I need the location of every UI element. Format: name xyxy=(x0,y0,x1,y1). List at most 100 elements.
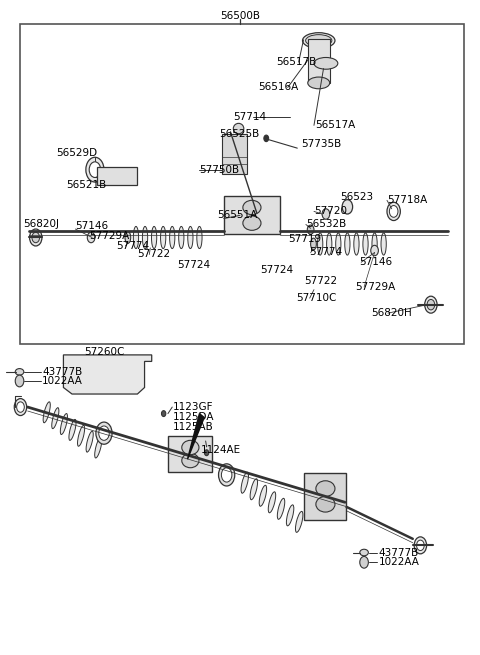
Text: 57750B: 57750B xyxy=(199,164,240,175)
Text: 57729A: 57729A xyxy=(356,282,396,292)
Text: 1022AA: 1022AA xyxy=(42,376,83,386)
Ellipse shape xyxy=(60,413,68,434)
Ellipse shape xyxy=(197,227,202,249)
Ellipse shape xyxy=(188,227,193,249)
Ellipse shape xyxy=(87,233,95,243)
Text: 57719: 57719 xyxy=(288,234,321,244)
Text: 56551A: 56551A xyxy=(217,210,257,220)
Text: 43777B: 43777B xyxy=(42,367,82,377)
Ellipse shape xyxy=(125,232,131,244)
Text: 57710C: 57710C xyxy=(296,293,336,303)
Ellipse shape xyxy=(425,296,437,313)
Ellipse shape xyxy=(32,233,39,243)
Ellipse shape xyxy=(69,419,76,440)
Text: 57718A: 57718A xyxy=(387,195,427,205)
Text: 57720: 57720 xyxy=(314,206,347,216)
Polygon shape xyxy=(188,413,204,459)
Ellipse shape xyxy=(160,227,166,249)
Ellipse shape xyxy=(314,58,338,69)
Ellipse shape xyxy=(30,229,42,246)
Ellipse shape xyxy=(43,402,50,422)
Polygon shape xyxy=(63,355,152,394)
Text: 57774: 57774 xyxy=(116,241,149,251)
Ellipse shape xyxy=(250,479,258,500)
Text: 56516A: 56516A xyxy=(258,83,299,92)
Ellipse shape xyxy=(143,227,148,249)
Ellipse shape xyxy=(243,200,261,215)
Text: 56523: 56523 xyxy=(340,192,373,202)
Ellipse shape xyxy=(77,425,84,446)
Ellipse shape xyxy=(15,375,24,387)
Text: 57260C: 57260C xyxy=(84,347,124,357)
Ellipse shape xyxy=(414,537,427,554)
Ellipse shape xyxy=(96,422,112,444)
Ellipse shape xyxy=(86,431,93,452)
Ellipse shape xyxy=(15,369,24,375)
Ellipse shape xyxy=(311,238,316,250)
Ellipse shape xyxy=(322,209,330,219)
Bar xyxy=(304,473,347,520)
Ellipse shape xyxy=(306,35,332,47)
Ellipse shape xyxy=(345,233,350,255)
Text: 57146: 57146 xyxy=(75,221,108,231)
Ellipse shape xyxy=(52,407,59,428)
Ellipse shape xyxy=(133,227,139,249)
Ellipse shape xyxy=(427,299,435,310)
Ellipse shape xyxy=(316,496,335,512)
Text: 56525B: 56525B xyxy=(219,130,260,140)
Text: 1123GF: 1123GF xyxy=(173,402,214,412)
Ellipse shape xyxy=(241,472,249,493)
Text: 57722: 57722 xyxy=(137,250,170,259)
Ellipse shape xyxy=(372,233,377,255)
Bar xyxy=(308,39,330,83)
Text: 57729A: 57729A xyxy=(90,231,130,240)
Ellipse shape xyxy=(95,437,102,458)
Ellipse shape xyxy=(318,233,323,255)
Ellipse shape xyxy=(218,464,235,486)
Ellipse shape xyxy=(277,498,285,519)
Ellipse shape xyxy=(307,225,314,234)
Ellipse shape xyxy=(233,123,244,134)
Ellipse shape xyxy=(287,505,294,526)
Text: 56820J: 56820J xyxy=(23,219,59,229)
Text: 56820H: 56820H xyxy=(371,308,412,318)
Ellipse shape xyxy=(417,540,424,551)
Text: 56529D: 56529D xyxy=(56,148,97,158)
Ellipse shape xyxy=(182,440,199,455)
Bar xyxy=(97,167,137,185)
Ellipse shape xyxy=(259,485,266,506)
Ellipse shape xyxy=(308,77,330,89)
Bar xyxy=(222,134,247,174)
Ellipse shape xyxy=(326,233,332,255)
Ellipse shape xyxy=(182,453,199,468)
Ellipse shape xyxy=(243,216,261,231)
Ellipse shape xyxy=(17,402,24,412)
Text: 57724: 57724 xyxy=(177,260,210,270)
Ellipse shape xyxy=(360,550,368,556)
Text: 1022AA: 1022AA xyxy=(378,557,419,567)
Ellipse shape xyxy=(381,233,386,255)
Ellipse shape xyxy=(221,468,232,482)
Text: 57735B: 57735B xyxy=(301,139,341,149)
Text: 57722: 57722 xyxy=(304,276,337,286)
Text: 56500B: 56500B xyxy=(220,10,260,21)
Ellipse shape xyxy=(371,246,378,255)
Ellipse shape xyxy=(363,233,368,255)
Ellipse shape xyxy=(342,200,353,214)
Ellipse shape xyxy=(179,227,184,249)
Ellipse shape xyxy=(296,512,303,533)
Text: 57714: 57714 xyxy=(233,113,266,122)
Text: 56517B: 56517B xyxy=(276,57,316,67)
Text: 56532B: 56532B xyxy=(306,219,346,229)
Text: 1125DA: 1125DA xyxy=(173,412,215,422)
Ellipse shape xyxy=(302,33,335,48)
Ellipse shape xyxy=(161,411,166,417)
Ellipse shape xyxy=(264,135,269,141)
Text: 56521B: 56521B xyxy=(66,180,107,191)
Bar xyxy=(168,436,212,472)
Text: 1124AE: 1124AE xyxy=(201,445,241,455)
Ellipse shape xyxy=(268,492,276,513)
Ellipse shape xyxy=(86,157,104,182)
Text: 57724: 57724 xyxy=(260,265,293,275)
Ellipse shape xyxy=(360,557,368,568)
